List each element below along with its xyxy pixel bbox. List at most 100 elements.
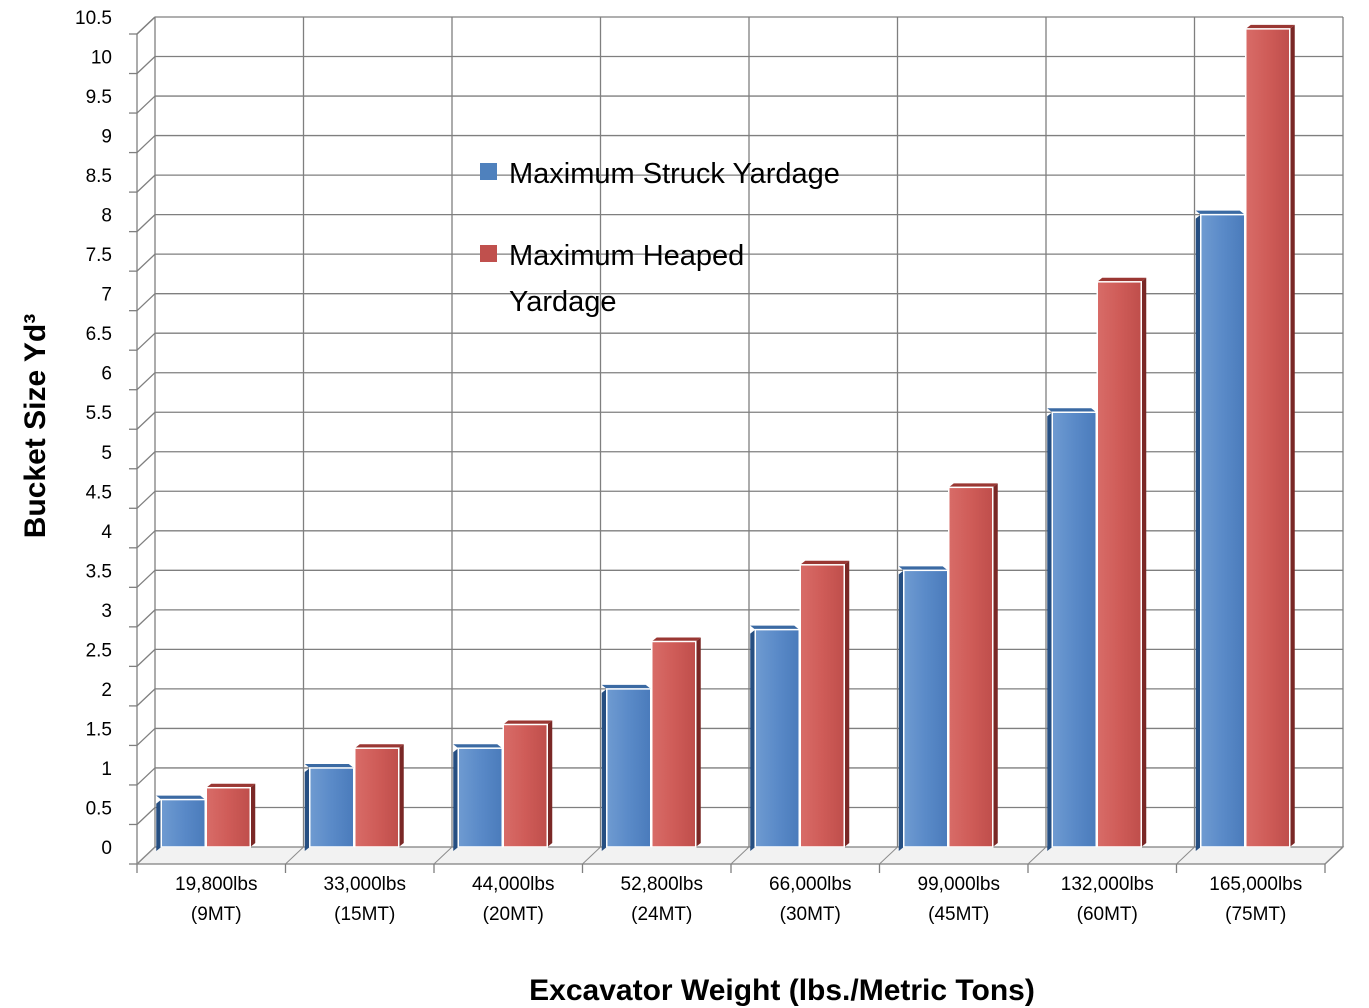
bar-side [601, 688, 607, 851]
bar [1195, 210, 1246, 852]
y-axis-title: Bucket Size Yd³ [19, 314, 52, 539]
bar-top [948, 483, 998, 488]
bar-side [750, 629, 756, 851]
x-tick-label: 33,000lbs [324, 874, 406, 895]
y-tick-label: 9 [101, 127, 112, 148]
x-tick-label: 99,000lbs [918, 874, 1000, 895]
y-tick-label: 5 [101, 443, 112, 464]
y-tick-label: 3 [101, 601, 112, 622]
bar-side [156, 799, 162, 851]
y-tick-label: 6.5 [86, 324, 112, 345]
bar [1096, 277, 1147, 848]
y-tick-label: 4.5 [86, 482, 112, 503]
bar-top [750, 625, 800, 630]
bar-side [1195, 214, 1201, 852]
y-tick-label: 7.5 [86, 245, 112, 266]
bar [453, 744, 503, 851]
y-tick-label: 6 [101, 364, 112, 385]
y-tick-label: 8 [101, 206, 112, 227]
y-tick-label: 10.5 [75, 8, 112, 29]
y-tick-label: 3.5 [86, 561, 112, 582]
x-tick-label: (20MT) [483, 904, 544, 925]
bar-front [309, 767, 355, 848]
y-tick-label: 2.5 [86, 640, 112, 661]
floor-gridline [1027, 846, 1047, 865]
bar-front [606, 688, 652, 848]
legend-label: Maximum Heaped [509, 240, 744, 272]
bar-front [1200, 213, 1246, 848]
x-tick-label: (24MT) [631, 904, 692, 925]
bar-side [898, 570, 904, 851]
floor-gridline [136, 846, 156, 865]
bars [156, 24, 1295, 852]
bar-side [398, 744, 404, 847]
y-tick-label: 5.5 [86, 403, 112, 424]
bar-front [354, 747, 400, 848]
floor-gridline [1176, 846, 1195, 865]
x-tick-label: 66,000lbs [769, 874, 851, 895]
bar-top [1195, 210, 1245, 215]
bar [750, 625, 800, 851]
y-gridline-side [136, 95, 156, 114]
legend-label: Maximum Struck Yardage [509, 158, 840, 190]
bar-top [898, 566, 948, 571]
bar-front [502, 723, 548, 848]
x-tick-label: (9MT) [191, 904, 242, 925]
y-gridline-side [136, 767, 156, 786]
bar [304, 763, 355, 851]
bar [205, 783, 256, 848]
x-tick-label: 132,000lbs [1061, 874, 1154, 895]
y-gridline-side [136, 648, 156, 667]
bar-front [1245, 28, 1291, 848]
x-tick-label: 52,800lbs [621, 874, 703, 895]
bar-front [903, 569, 949, 848]
bar-front [948, 486, 994, 848]
y-gridline-side [136, 135, 156, 154]
y-gridline-side [136, 530, 156, 549]
y-tick-label: 8.5 [86, 166, 112, 187]
bar-front [205, 786, 251, 848]
bar-side [453, 748, 459, 851]
bar-front [1096, 281, 1142, 848]
bar-side [547, 720, 553, 847]
bar-top [453, 744, 503, 749]
x-tick-label: (45MT) [928, 904, 989, 925]
y-gridline-side [136, 807, 156, 825]
bar [502, 720, 553, 848]
y-tick-label: 1 [101, 759, 112, 780]
bar [354, 744, 404, 848]
x-tick-label: (60MT) [1077, 904, 1138, 925]
bar [156, 795, 206, 851]
x-tick-label: (30MT) [780, 904, 841, 925]
y-tick-label: 2 [101, 680, 112, 701]
y-gridline-side [136, 214, 156, 233]
x-axis-title: Excavator Weight (lbs./Metric Tons) [529, 974, 1035, 1007]
bar-top [1097, 277, 1147, 282]
bar-side [695, 637, 701, 847]
y-gridline-side [136, 372, 156, 391]
x-tick-label: (75MT) [1225, 904, 1286, 925]
bar-side [844, 560, 850, 847]
bar-top [1245, 24, 1295, 29]
floor-gridline [582, 846, 601, 865]
y-gridline-side [136, 569, 156, 588]
y-gridline-side [136, 253, 156, 272]
bar-front [754, 628, 800, 848]
x-tick-label: 19,800lbs [175, 874, 257, 895]
bar-front [651, 640, 697, 848]
y-gridline-side [136, 56, 156, 74]
bar-front [457, 747, 503, 848]
y-gridline-side [136, 688, 156, 707]
bar-front [1051, 411, 1097, 848]
y-gridline-side [136, 293, 156, 312]
y-tick-label: 4 [101, 522, 112, 543]
legend-label: Yardage [509, 286, 617, 318]
y-gridline-side [136, 411, 156, 430]
bar-top [206, 783, 256, 788]
bar-top [800, 560, 850, 565]
bar-side [1289, 24, 1295, 848]
y-gridline-side [136, 451, 156, 470]
bar-side [992, 483, 998, 847]
bar [948, 483, 998, 848]
